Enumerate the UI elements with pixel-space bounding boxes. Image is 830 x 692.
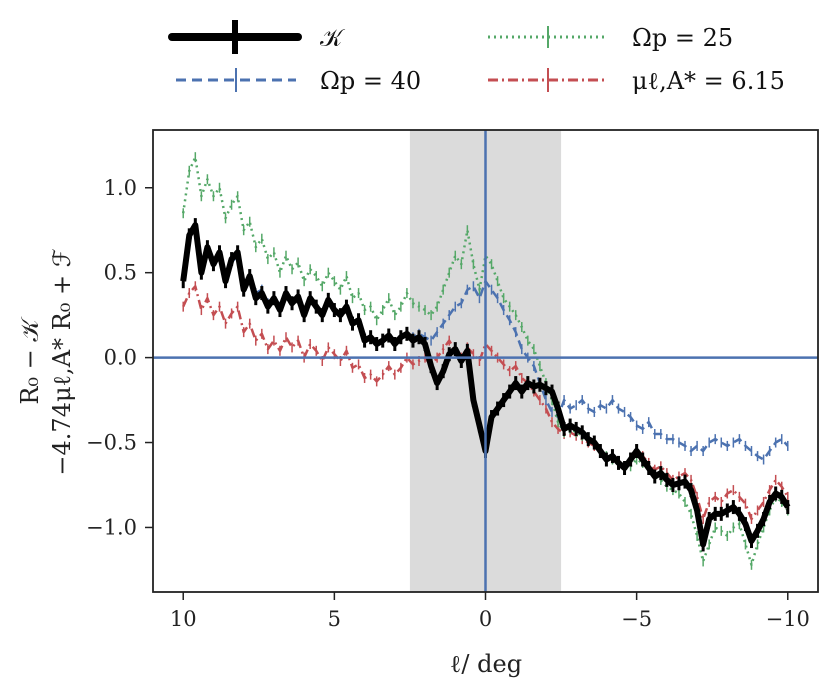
legend-label-mu615: μℓ,A* = 6.15 — [632, 67, 785, 95]
x-tick-label: −5 — [621, 607, 652, 631]
y-axis-label: R₀ − 𝒦 −4.74μℓ,A* R₀ + ℱ — [16, 248, 76, 475]
x-tick-label: −10 — [766, 607, 810, 631]
legend-entry-k[interactable]: 𝒦 — [168, 20, 346, 54]
x-axis-label: ℓ/ deg — [450, 650, 522, 678]
x-tick-label: 10 — [170, 607, 197, 631]
legend-label-k: 𝒦 — [320, 24, 346, 52]
legend-entry-mu615[interactable]: μℓ,A* = 6.15 — [488, 67, 785, 95]
series-line-omega25 — [181, 155, 789, 567]
y-tick-label: −1.0 — [86, 515, 137, 539]
x-tick-label: 5 — [328, 607, 341, 631]
y-axis-label-line2: −4.74μℓ,A* R₀ + ℱ — [48, 248, 76, 475]
legend-label-omega25: Ωp = 25 — [632, 24, 733, 52]
y-axis-label-line1: R₀ − 𝒦 — [16, 316, 44, 405]
legend-entry-omega40[interactable]: Ωp = 40 — [176, 67, 421, 95]
y-axis-ticks: 1.0 0.5 0.0 −0.5 −1.0 — [86, 176, 153, 539]
y-tick-label: 0.5 — [104, 261, 137, 285]
legend-label-omega40: Ωp = 40 — [320, 67, 421, 95]
legend: 𝒦 Ωp = 25 Ωp = 40 μℓ,A* = 6.15 — [168, 20, 785, 95]
plot-area: 10 5 0 −5 −10 1.0 0.5 0.0 −0.5 −1.0 — [86, 129, 819, 631]
x-tick-label: 0 — [479, 607, 492, 631]
legend-entry-omega25[interactable]: Ωp = 25 — [488, 24, 733, 52]
x-axis-ticks: 10 5 0 −5 −10 — [170, 592, 810, 631]
y-tick-label: −0.5 — [86, 431, 137, 455]
y-tick-label: 0.0 — [104, 346, 137, 370]
series-line-mu615 — [182, 285, 789, 521]
y-tick-label: 1.0 — [104, 176, 137, 200]
